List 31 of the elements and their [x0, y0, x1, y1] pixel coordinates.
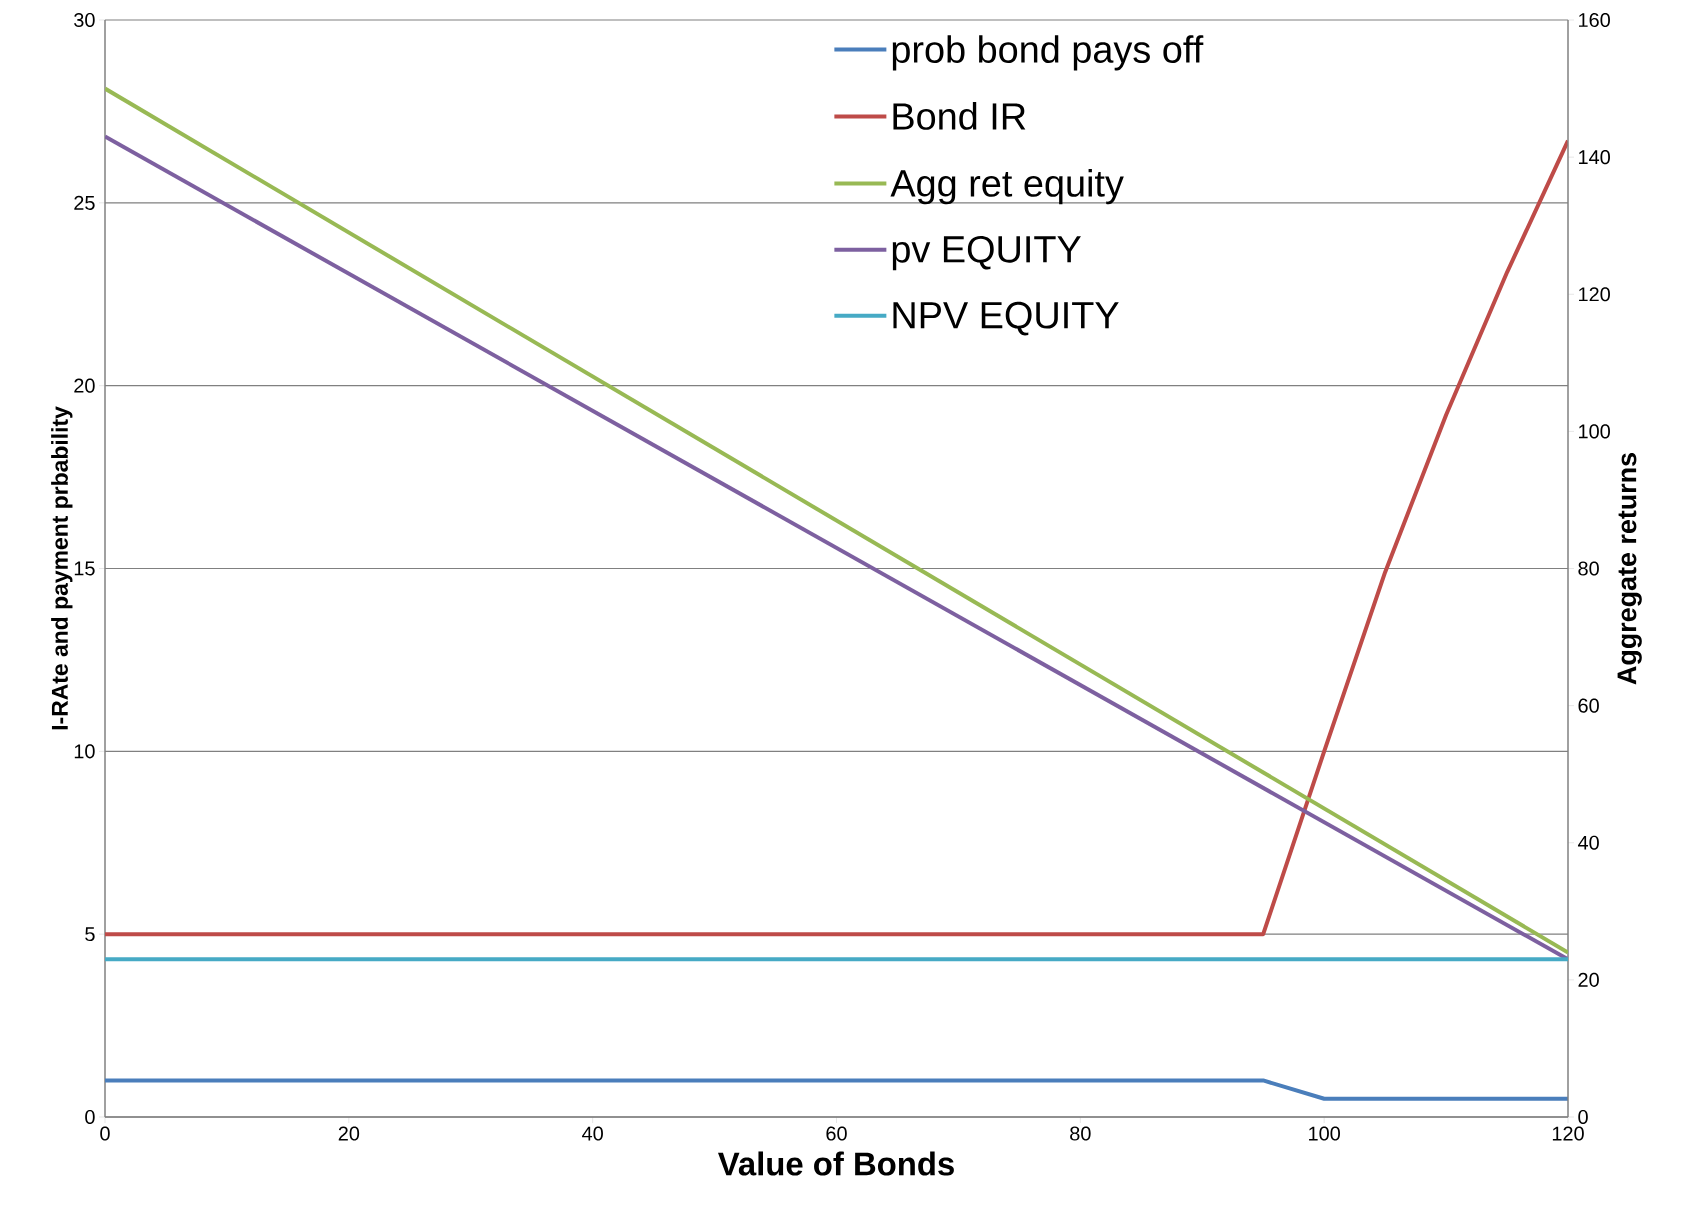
- x-tick-label: 20: [338, 1126, 360, 1141]
- legend-label: Bond IR: [893, 102, 1026, 130]
- x-tick-label: 80: [1070, 1126, 1091, 1141]
- x-tick-label: 0: [100, 1126, 110, 1141]
- y2-tick-label: 40: [1577, 835, 1599, 850]
- y-tick-label: 25: [74, 195, 95, 210]
- y2-tick-label: 120: [1579, 287, 1610, 302]
- x-tick-label: 40: [582, 1126, 603, 1141]
- y2-tick-label: 100: [1579, 424, 1610, 439]
- y-axis-title: I-RAte and payment prbability: [51, 406, 73, 730]
- y-tick-label: 0: [85, 1109, 95, 1125]
- x-tick-label: 60: [826, 1126, 847, 1141]
- x-tick-label: 100: [1309, 1126, 1340, 1141]
- legend-label: pv EQUITY: [892, 235, 1081, 271]
- y-tick-label: 10: [74, 744, 95, 759]
- y-tick-label: 5: [85, 927, 95, 942]
- x-tick-label: 120: [1552, 1126, 1584, 1141]
- y2-tick-label: 80: [1578, 561, 1599, 576]
- y2-axis-title: Aggregate returns: [1617, 453, 1642, 685]
- y-tick-label: 15: [74, 561, 95, 576]
- y2-tick-label: 20: [1578, 972, 1599, 987]
- y-tick-label: 30: [74, 12, 95, 28]
- y2-tick-label: 0: [1578, 1109, 1588, 1125]
- legend-label: NPV EQUITY: [893, 301, 1119, 336]
- y2-tick-label: 140: [1579, 150, 1610, 165]
- y2-tick-label: 160: [1579, 12, 1610, 28]
- y-tick-label: 20: [74, 378, 95, 393]
- x-axis-title: Value of Bonds: [717, 1151, 954, 1176]
- y2-tick-label: 60: [1578, 698, 1599, 713]
- legend-label: Agg ret equity: [890, 168, 1124, 205]
- legend-label: prob bond pays off: [892, 35, 1204, 71]
